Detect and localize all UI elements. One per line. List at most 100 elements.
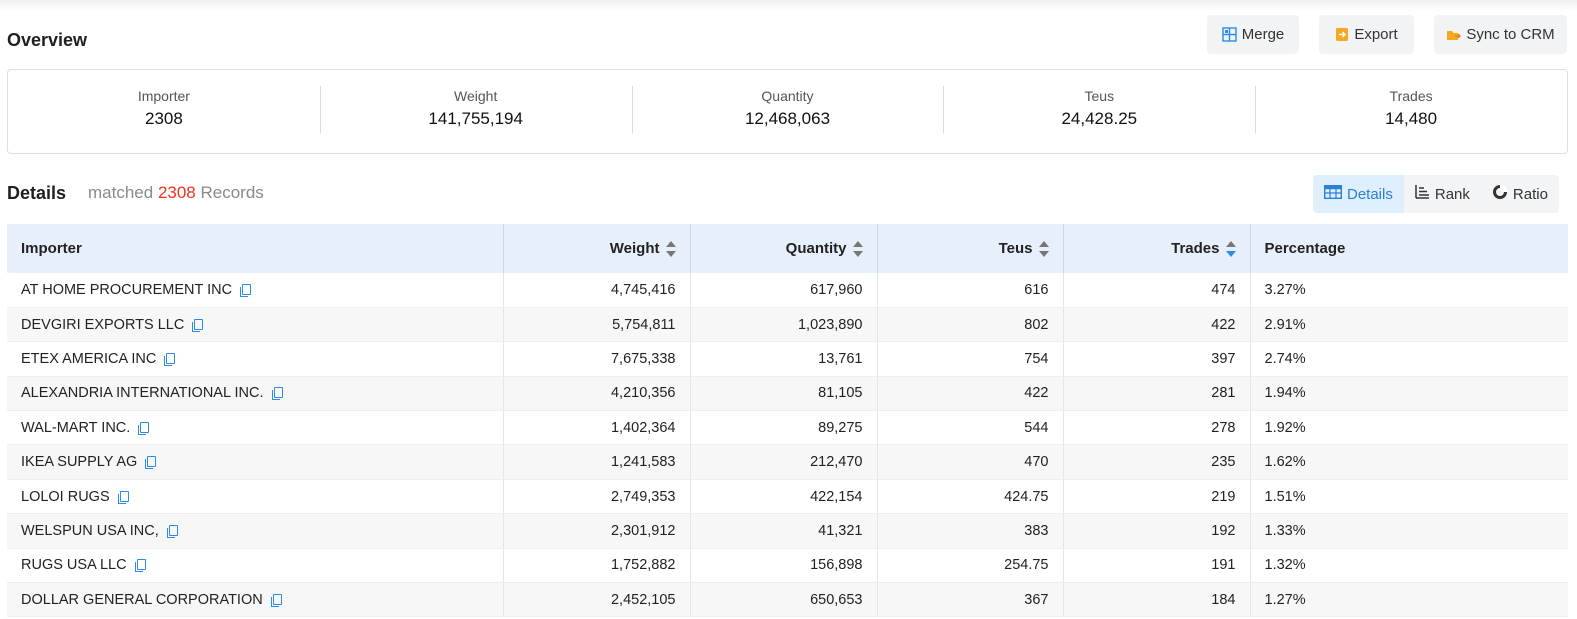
quantity-value: 422,154: [810, 488, 863, 505]
column-header-weight[interactable]: Weight: [503, 224, 691, 273]
percentage-value: 2.91%: [1264, 316, 1306, 333]
cell-importer[interactable]: WAL-MART INC.: [7, 410, 504, 446]
importer-value: DOLLAR GENERAL CORPORATION: [21, 591, 263, 608]
sort-icon[interactable]: [665, 241, 676, 258]
cell-trades: 219: [1063, 479, 1251, 515]
trades-value: 422: [1211, 316, 1236, 333]
table-row: DOLLAR GENERAL CORPORATION 2,452,105 650,6…: [7, 582, 1568, 618]
cell-importer[interactable]: IKEA SUPPLY AG: [7, 444, 504, 480]
cell-quantity: 41,321: [690, 513, 878, 549]
column-header-trades[interactable]: Trades: [1063, 224, 1251, 273]
cell-teus: 544: [877, 410, 1064, 446]
cell-quantity: 13,761: [690, 341, 878, 377]
copy-icon[interactable]: [117, 490, 129, 504]
cell-teus: 383: [877, 513, 1064, 549]
table-row: RUGS USA LLC 1,752,882 156,898 254.75 191 1.3…: [7, 548, 1568, 584]
export-button[interactable]: Export: [1319, 15, 1414, 54]
copy-icon[interactable]: [164, 352, 176, 366]
teus-value: 616: [1024, 281, 1049, 298]
stat-weight: Weight 141,755,194: [319, 70, 632, 153]
percentage-value: 1.62%: [1264, 454, 1306, 471]
view-switcher: Details Rank Ratio: [1313, 175, 1559, 213]
quantity-value: 1,023,890: [797, 316, 863, 333]
teus-value: 802: [1024, 316, 1049, 333]
weight-value: 1,241,583: [610, 454, 676, 471]
cell-importer[interactable]: WELSPUN USA INC,: [7, 513, 504, 549]
weight-value: 4,210,356: [610, 385, 676, 402]
weight-value: 1,402,364: [610, 419, 676, 436]
cell-trades: 278: [1063, 410, 1251, 446]
sort-icon[interactable]: [852, 241, 863, 258]
importer-value: WELSPUN USA INC,: [21, 522, 159, 539]
sort-icon[interactable]: [1038, 241, 1049, 258]
top-shadow: [0, 0, 1577, 12]
cell-trades: 281: [1063, 376, 1251, 412]
tab-ratio[interactable]: Ratio: [1481, 175, 1559, 213]
cell-importer[interactable]: AT HOME PROCUREMENT INC: [7, 273, 504, 308]
rank-icon: [1415, 185, 1430, 203]
table-row: AT HOME PROCUREMENT INC 4,745,416 617,960 6…: [7, 273, 1568, 308]
teus-value: 544: [1024, 419, 1049, 436]
cell-quantity: 1,023,890: [690, 307, 878, 343]
weight-value: 2,452,105: [610, 591, 676, 608]
copy-icon[interactable]: [166, 524, 178, 538]
tab-ratio-label: Ratio: [1512, 185, 1548, 203]
weight-value: 5,754,811: [612, 316, 676, 333]
cell-quantity: 422,154: [690, 479, 878, 515]
cell-percentage: 1.51%: [1250, 479, 1568, 515]
cell-percentage: 1.32%: [1250, 548, 1568, 584]
sort-desc-icon[interactable]: [1225, 241, 1236, 258]
quantity-value: 13,761: [818, 350, 863, 367]
copy-icon[interactable]: [138, 421, 150, 435]
cell-trades: 235: [1063, 444, 1251, 480]
cell-importer[interactable]: ALEXANDRIA INTERNATIONAL INC.: [7, 376, 504, 412]
cell-weight: 1,752,882: [503, 548, 691, 584]
cell-percentage: 2.91%: [1250, 307, 1568, 343]
cell-importer[interactable]: DOLLAR GENERAL CORPORATION: [7, 582, 504, 618]
tab-details[interactable]: Details: [1313, 175, 1404, 213]
importer-table: Importer Weight Quantity Teus Trades Per…: [7, 224, 1568, 618]
merge-button[interactable]: Merge: [1207, 15, 1299, 54]
quantity-value: 156,898: [810, 557, 863, 574]
weight-value: 2,301,912: [610, 522, 676, 539]
cell-importer[interactable]: ETEX AMERICA INC: [7, 341, 504, 377]
copy-icon[interactable]: [271, 387, 283, 401]
merge-icon: [1222, 27, 1237, 42]
export-icon: [1335, 27, 1349, 42]
column-header-quantity[interactable]: Quantity: [690, 224, 878, 273]
cell-teus: 802: [877, 307, 1064, 343]
tab-rank[interactable]: Rank: [1404, 175, 1481, 213]
trades-value: 184: [1211, 591, 1236, 608]
column-header-teus[interactable]: Teus: [877, 224, 1064, 273]
teus-value: 422: [1024, 385, 1049, 402]
cell-quantity: 212,470: [690, 444, 878, 480]
table-row: ETEX AMERICA INC 7,675,338 13,761 754 397 2.7…: [7, 341, 1568, 377]
percentage-value: 1.92%: [1264, 419, 1306, 436]
cell-teus: 616: [877, 273, 1064, 308]
stat-value: 14,480: [1385, 109, 1438, 128]
cell-importer[interactable]: RUGS USA LLC: [7, 548, 504, 584]
quantity-value: 650,653: [810, 591, 863, 608]
cell-quantity: 617,960: [690, 273, 878, 308]
trades-value: 278: [1211, 419, 1236, 436]
copy-icon[interactable]: [145, 456, 157, 470]
trades-value: 397: [1211, 350, 1236, 367]
stat-value: 24,428.25: [1061, 109, 1138, 128]
cell-importer[interactable]: LOLOI RUGS: [7, 479, 504, 515]
cell-importer[interactable]: DEVGIRI EXPORTS LLC: [7, 307, 504, 343]
importer-value: LOLOI RUGS: [21, 488, 110, 505]
copy-icon[interactable]: [192, 318, 204, 332]
cell-teus: 424.75: [877, 479, 1064, 515]
tab-rank-label: Rank: [1434, 185, 1470, 203]
stat-value: 2308: [144, 109, 183, 128]
copy-icon[interactable]: [134, 559, 146, 573]
copy-icon[interactable]: [270, 593, 282, 607]
cell-weight: 1,402,364: [503, 410, 691, 446]
quantity-value: 212,470: [810, 454, 863, 471]
sync-to-crm-button[interactable]: Sync to CRM: [1434, 15, 1567, 54]
copy-icon[interactable]: [240, 283, 252, 297]
weight-value: 1,752,882: [610, 557, 676, 574]
stat-label: Quantity: [761, 88, 814, 104]
cell-teus: 367: [877, 582, 1064, 618]
quantity-value: 41,321: [818, 522, 863, 539]
